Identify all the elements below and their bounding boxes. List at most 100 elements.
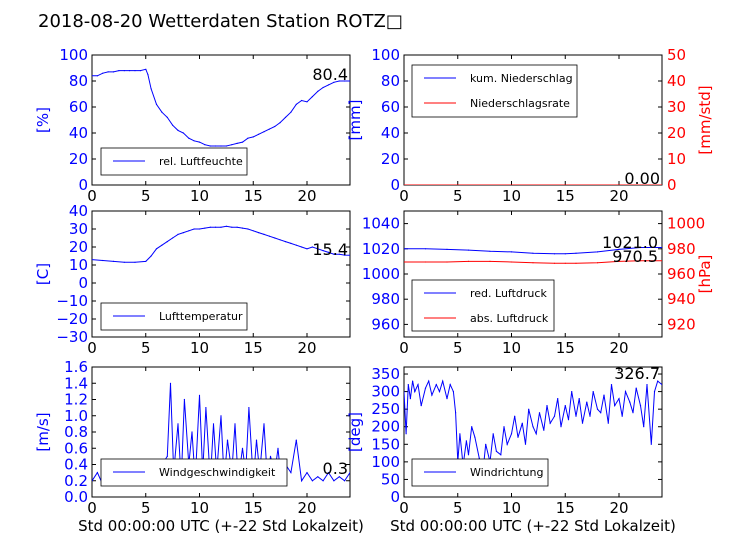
- data-point: [198, 394, 201, 396]
- data-point: [172, 237, 174, 239]
- data-point: [485, 443, 487, 445]
- data-point: [553, 253, 556, 255]
- x-tick-label: 20: [609, 187, 628, 205]
- y-tick-label: 50: [381, 470, 400, 488]
- legend-box: [411, 64, 578, 118]
- y-tick-label: 80: [69, 72, 88, 90]
- y-tick-label: 0: [390, 488, 400, 506]
- y-axis-label: [C]: [34, 263, 52, 285]
- data-point: [546, 405, 548, 407]
- data-point: [524, 443, 527, 445]
- data-point: [198, 141, 201, 143]
- data-point: [311, 96, 313, 98]
- y-tick-label: 250: [371, 400, 400, 418]
- data-point: [241, 447, 244, 449]
- x-tick-label: 5: [453, 499, 463, 517]
- y2-tick-label: 40: [667, 72, 686, 90]
- data-point: [247, 137, 249, 139]
- legend-entry: red. Luftdruck: [470, 287, 547, 300]
- data-point: [225, 225, 227, 227]
- data-point: [327, 472, 330, 474]
- y-tick-label: 0.8: [64, 423, 88, 441]
- data-point: [177, 233, 179, 235]
- x-tick-label: 15: [244, 339, 263, 357]
- data-point: [489, 260, 491, 262]
- data-point: [96, 75, 98, 77]
- data-point: [428, 380, 430, 382]
- data-point: [514, 415, 516, 417]
- y-tick-label: 0.2: [64, 472, 88, 490]
- data-point: [489, 250, 491, 252]
- data-point: [333, 480, 335, 482]
- y-tick-label: 20: [69, 238, 88, 256]
- data-point: [344, 254, 346, 256]
- data-point: [263, 131, 265, 133]
- legend-entry: Lufttemperatur: [159, 310, 243, 323]
- y-tick-label: 40: [381, 124, 400, 142]
- y-tick-label: 1020: [362, 240, 400, 258]
- data-point: [220, 145, 222, 147]
- y-tick-label: 80: [381, 72, 400, 90]
- data-point: [112, 260, 115, 262]
- legend-entry: Niederschlagsrate: [470, 97, 570, 110]
- y-tick-label: 20: [69, 150, 88, 168]
- y2-tick-label: 920: [667, 315, 696, 333]
- data-point: [193, 140, 195, 142]
- data-point: [424, 261, 427, 263]
- figure-title: 2018-08-20 Wetterdaten Station ROTZ□: [38, 11, 403, 32]
- x-tick-label: 15: [244, 499, 263, 517]
- data-point: [532, 426, 534, 428]
- y-tick-label: 1.4: [64, 374, 88, 392]
- data-point: [107, 71, 109, 73]
- data-point: [263, 233, 265, 235]
- data-point: [349, 80, 350, 82]
- y2-axis-label: [mm/std]: [696, 85, 714, 154]
- series-line-0: [92, 225, 350, 263]
- data-point: [661, 260, 662, 262]
- data-point: [506, 443, 508, 445]
- data-point: [231, 144, 233, 146]
- data-point: [404, 391, 405, 393]
- data-point: [188, 137, 190, 139]
- data-point: [92, 75, 93, 77]
- legend-entry: abs. Luftdruck: [470, 312, 549, 325]
- data-point: [155, 248, 158, 250]
- y-tick-label: 350: [371, 365, 400, 383]
- x-tick-label: 5: [141, 499, 151, 517]
- data-point: [635, 387, 637, 389]
- data-point: [549, 422, 551, 424]
- data-point: [338, 476, 340, 478]
- data-point: [252, 136, 254, 138]
- y-tick-label: 20: [381, 150, 400, 168]
- y-tick-label: 1.2: [64, 391, 88, 409]
- data-point: [661, 384, 662, 386]
- data-point: [446, 248, 448, 250]
- data-point: [295, 244, 297, 246]
- x-tick-label: 15: [556, 187, 575, 205]
- x-tick-label: 10: [190, 187, 209, 205]
- data-point: [452, 391, 454, 393]
- data-point: [618, 260, 620, 262]
- data-point: [236, 226, 238, 228]
- y2-axis-label: [hPa]: [696, 255, 714, 294]
- data-point: [618, 248, 620, 250]
- data-point: [220, 226, 222, 228]
- data-point: [277, 447, 279, 449]
- data-point: [248, 407, 250, 409]
- data-point: [123, 261, 125, 263]
- y-tick-label: 60: [69, 98, 88, 116]
- data-point: [263, 423, 265, 425]
- data-point: [123, 70, 125, 72]
- data-point: [404, 248, 405, 250]
- data-point: [471, 426, 473, 428]
- legend-entry: kum. Niederschlag: [470, 72, 573, 85]
- data-point: [553, 415, 556, 417]
- data-point: [295, 103, 297, 105]
- data-point: [407, 384, 409, 386]
- y-tick-label: 30: [69, 220, 88, 238]
- data-point: [198, 228, 201, 230]
- data-point: [596, 262, 599, 264]
- current-value-label: 1021.0: [602, 233, 658, 252]
- data-point: [446, 261, 448, 263]
- y2-tick-label: 980: [667, 240, 696, 258]
